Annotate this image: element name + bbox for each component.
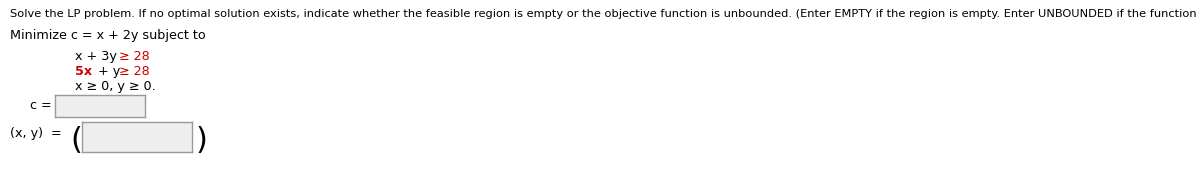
Text: ≥ 28: ≥ 28 bbox=[119, 50, 150, 63]
Text: Solve the LP problem. If no optimal solution exists, indicate whether the feasib: Solve the LP problem. If no optimal solu… bbox=[10, 9, 1200, 19]
Text: x + 3y: x + 3y bbox=[74, 50, 116, 63]
Text: ): ) bbox=[196, 126, 208, 155]
Text: 5x: 5x bbox=[74, 65, 92, 78]
Text: ≥ 28: ≥ 28 bbox=[119, 65, 150, 78]
Text: Minimize c = x + 2y subject to: Minimize c = x + 2y subject to bbox=[10, 29, 205, 42]
Text: (x, y)  =: (x, y) = bbox=[10, 127, 61, 140]
Text: c =: c = bbox=[30, 99, 52, 112]
Text: + y: + y bbox=[94, 65, 120, 78]
Text: x ≥ 0, y ≥ 0.: x ≥ 0, y ≥ 0. bbox=[74, 80, 156, 93]
Text: (: ( bbox=[70, 126, 82, 155]
